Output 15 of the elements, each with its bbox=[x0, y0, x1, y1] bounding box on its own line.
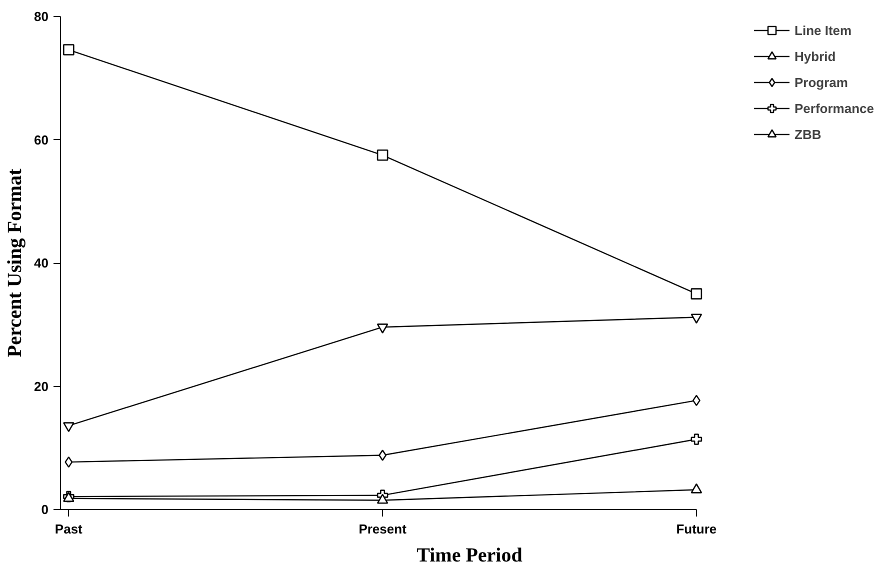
legend-label: Hybrid bbox=[794, 48, 836, 64]
y-tick-label: 60 bbox=[34, 132, 49, 148]
x-tick-label: Past bbox=[54, 522, 84, 536]
legend-label: ZBB bbox=[794, 126, 822, 142]
y-axis-title: Percent Using Format bbox=[4, 168, 26, 358]
x-tick-label: Present bbox=[358, 522, 408, 536]
y-tick-label: 40 bbox=[34, 256, 49, 270]
y-tick-label: 0 bbox=[41, 502, 49, 517]
x-axis-title: Time Period bbox=[416, 544, 522, 566]
y-tick-label: 80 bbox=[34, 9, 49, 24]
x-tick-label: Future bbox=[676, 522, 717, 536]
legend-label: Program bbox=[794, 74, 848, 90]
legend-label: Performance bbox=[794, 100, 874, 116]
y-tick-label: 20 bbox=[34, 378, 49, 394]
legend-label: Line Item bbox=[794, 22, 852, 38]
